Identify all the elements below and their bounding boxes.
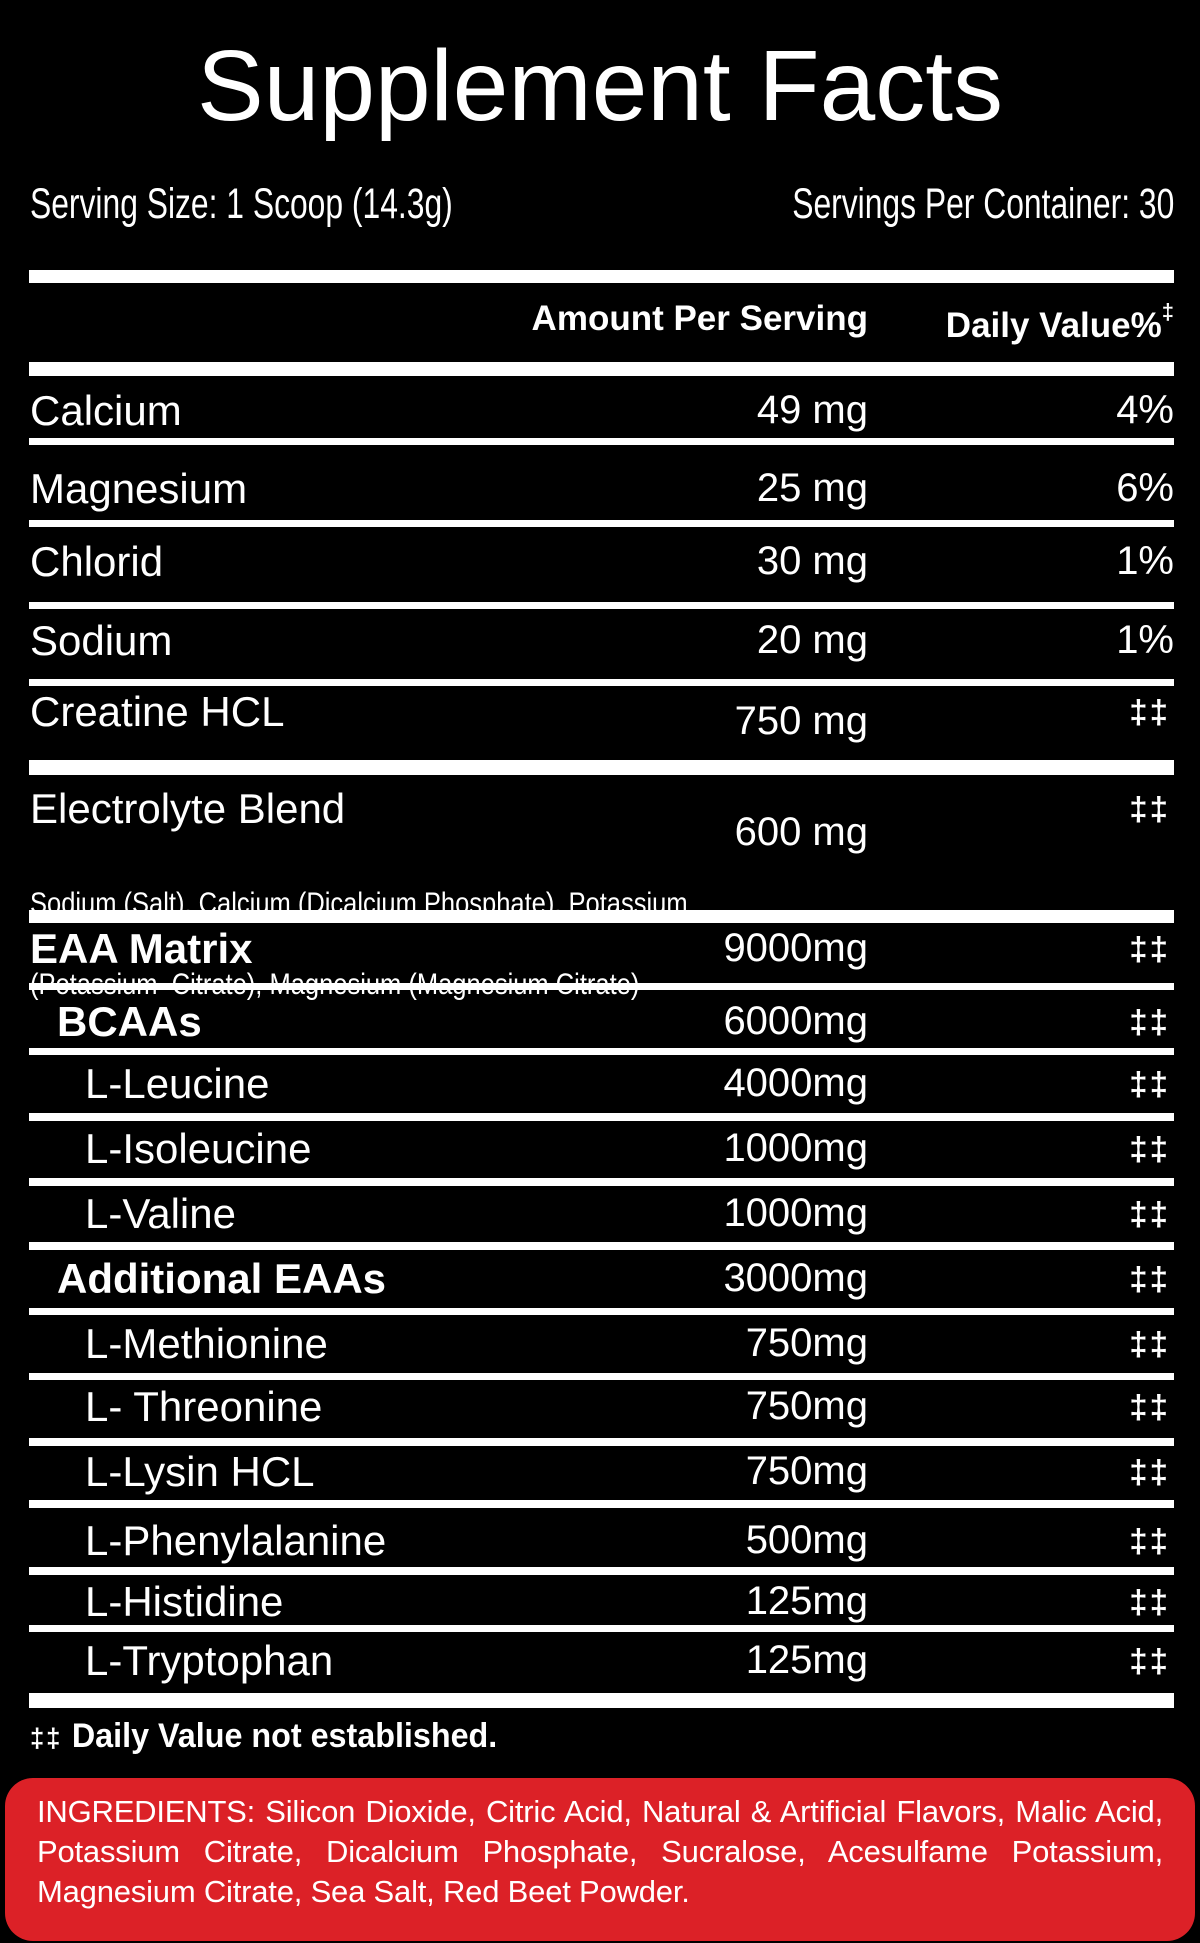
ingredient-name: BCAAs [57,998,202,1045]
amount-per-serving-value: 49 mg [756,388,868,432]
amount-per-serving-value: 750mg [745,1449,868,1493]
ingredients-box: INGREDIENTS: Silicon Dioxide, Citric Aci… [5,1778,1195,1941]
amount-per-serving-value: 3000mg [723,1256,868,1300]
divider [29,270,1174,283]
amount-per-serving-value: 1000mg [723,1126,868,1170]
daily-value-cell: ‡‡ [1129,1388,1170,1425]
daily-value-footnote: ‡‡ Daily Value not established. [30,1719,497,1753]
ingredient-name: Additional EAAs [57,1255,387,1302]
divider [29,1500,1174,1508]
divider [29,1567,1174,1575]
daily-value-label: Daily Value% [945,306,1162,345]
ingredient-name: Sodium [30,617,173,664]
daily-value-cell: ‡‡ [1129,1325,1170,1362]
ingredient-name: L-Leucine [85,1060,270,1107]
daily-value-footnote-symbol: ‡ [1161,299,1174,324]
ingredient-name: L-Methionine [85,1320,328,1367]
ingredient-name: Electrolyte Blend [30,785,346,832]
amount-per-serving-value: 1000mg [723,1191,868,1235]
amount-per-serving-value: 750mg [745,1384,868,1428]
daily-value-cell: ‡‡ [1129,1642,1170,1679]
divider [29,1308,1174,1315]
amount-per-serving-value: 4000mg [723,1061,868,1105]
amount-per-serving-value: 30 mg [756,539,868,583]
ingredient-name: L-Phenylalanine [85,1517,387,1564]
daily-value-cell: ‡‡ [1129,1003,1170,1040]
daily-value-cell: ‡‡ [1129,1195,1170,1232]
servings-per-container: Servings Per Container: 30 [791,180,1174,228]
page-title: Supplement Facts [197,30,1003,142]
ingredient-name: L- Threonine [85,1383,323,1430]
amount-per-serving-value: 25 mg [756,466,868,510]
divider [29,760,1174,775]
column-header-amount: Amount Per Serving [531,299,868,338]
amount-per-serving-value: 9000mg [723,926,868,970]
divider [29,1178,1174,1186]
divider [29,1113,1174,1121]
daily-value-cell: ‡‡ [1129,1583,1170,1620]
serving-info: Serving Size: 1 Scoop (14.3g) Servings P… [30,183,1174,226]
serving-size: Serving Size: 1 Scoop (14.3g) [30,180,453,228]
divider [29,679,1174,686]
daily-value-cell: ‡‡ [1129,1522,1170,1559]
divider [29,1625,1174,1632]
ingredient-name: L-Isoleucine [85,1125,312,1172]
ingredient-name: EAA Matrix [30,925,253,972]
daily-value-cell: ‡‡ [1129,693,1170,730]
daily-value-cell: 4% [1116,388,1174,432]
daily-value-cell: 1% [1116,618,1174,662]
amount-per-serving-value: 125mg [745,1638,868,1682]
ingredient-name: Magnesium [30,465,248,512]
divider [29,910,1174,923]
daily-value-cell: ‡‡ [1129,1453,1170,1490]
ingredient-name: L-Tryptophan [85,1637,334,1684]
ingredient-name: L-Valine [85,1190,236,1237]
divider [29,602,1174,609]
divider [29,1373,1174,1380]
double-dagger-symbol: ‡‡ [30,1723,63,1753]
daily-value-cell: ‡‡ [1129,1260,1170,1297]
footnote-text: Daily Value not established. [71,1717,498,1755]
divider [29,362,1174,376]
amount-per-serving-value: 500mg [745,1518,868,1562]
divider [29,1048,1174,1055]
ingredient-name: Calcium [30,387,182,434]
ingredients-text: INGREDIENTS: Silicon Dioxide, Citric Aci… [37,1794,1163,1909]
amount-per-serving-value: 6000mg [723,999,868,1043]
divider [29,1242,1174,1250]
ingredient-name: Chlorid [30,538,164,585]
daily-value-cell: 1% [1116,539,1174,583]
divider [29,1693,1174,1708]
daily-value-cell: ‡‡ [1129,790,1170,827]
ingredient-name: L-Lysin HCL [85,1448,315,1495]
amount-per-serving-value: 125mg [745,1579,868,1623]
column-header-daily-value: Daily Value%‡ [945,299,1174,345]
daily-value-cell: 6% [1116,466,1174,510]
divider [29,1438,1174,1446]
amount-per-serving-value: 750mg [745,1321,868,1365]
divider [29,438,1174,445]
amount-per-serving-value: 600 mg [734,810,868,854]
ingredient-name: Creatine HCL [30,688,285,735]
daily-value-cell: ‡‡ [1129,930,1170,967]
daily-value-cell: ‡‡ [1129,1065,1170,1102]
divider [29,520,1174,527]
divider [29,983,1174,990]
amount-per-serving-value: 750 mg [734,699,868,743]
ingredient-name: L-Histidine [85,1578,284,1625]
amount-per-serving-value: 20 mg [756,618,868,662]
daily-value-cell: ‡‡ [1129,1130,1170,1167]
